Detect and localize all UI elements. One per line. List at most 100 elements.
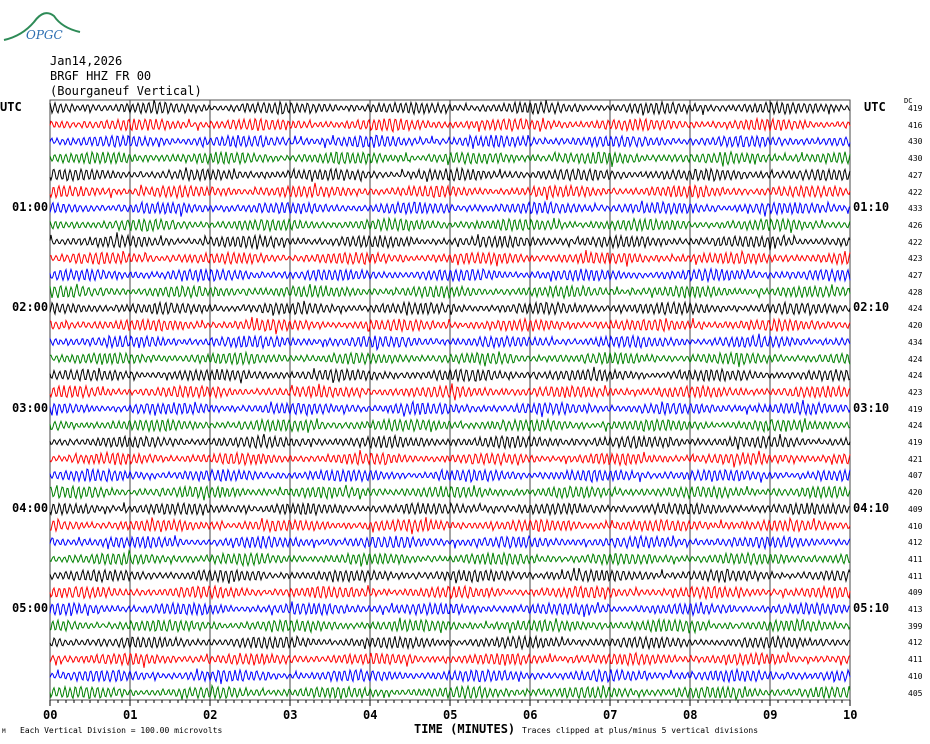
dc-offset: 411 — [908, 655, 923, 665]
seismic-trace — [49, 651, 851, 668]
dc-offset: 412 — [908, 538, 923, 548]
seismic-trace — [49, 683, 851, 702]
seismic-trace — [49, 249, 851, 267]
hour-label: 02:00 — [12, 300, 49, 315]
hour-label: 05:00 — [12, 601, 49, 615]
x-tick-label: 08 — [683, 708, 698, 722]
seismic-trace — [49, 417, 851, 434]
seismic-trace — [49, 200, 851, 217]
seismic-trace — [49, 266, 851, 284]
seismic-trace — [49, 484, 851, 501]
dc-offset: 420 — [908, 321, 923, 331]
dc-offset: 428 — [908, 287, 923, 297]
seismic-trace — [49, 333, 851, 352]
seismic-trace — [49, 549, 851, 568]
dc-offset: 419 — [908, 438, 923, 447]
dc-offset: 420 — [908, 488, 923, 498]
seismic-trace — [49, 567, 851, 584]
dc-offset: 421 — [908, 454, 923, 464]
seismic-trace — [49, 399, 851, 418]
hour-label: 04:00 — [12, 500, 49, 515]
x-tick-label: 00 — [43, 708, 58, 722]
dc-offset: 412 — [908, 638, 923, 648]
seismic-trace — [49, 166, 851, 183]
dc-title: DC — [904, 97, 913, 105]
x-tick-label: 05 — [443, 708, 458, 722]
hour-label-right: 01:10 — [853, 200, 890, 215]
corner-mark: M — [2, 728, 6, 735]
x-tick-label: 01 — [123, 708, 138, 722]
dc-offset: 411 — [908, 554, 923, 564]
dc-offset: 427 — [908, 271, 923, 280]
x-tick-label: 10 — [843, 708, 858, 722]
hour-label-right: 02:10 — [853, 300, 890, 315]
x-tick-label: 06 — [523, 708, 538, 722]
hour-label-right: 04:10 — [853, 500, 890, 515]
opgc-logo: OPGC — [2, 2, 82, 44]
hour-label: 01:00 — [12, 200, 49, 215]
dc-offset: 424 — [908, 421, 923, 431]
right-utc-title: UTC — [864, 100, 886, 114]
x-tick-label: 03 — [283, 708, 298, 722]
dc-offset: 427 — [908, 170, 923, 180]
location-label: (Bourganeuf Vertical) — [50, 84, 202, 98]
seismic-trace — [49, 99, 851, 116]
x-tick-label: 02 — [203, 708, 218, 722]
dc-offset: 416 — [908, 120, 923, 130]
dc-offset: 424 — [908, 371, 923, 381]
seismic-trace — [49, 116, 851, 134]
dc-offset: 422 — [908, 187, 923, 197]
scale-note: Each Vertical Division = 100.00 microvol… — [20, 726, 223, 735]
seismic-trace — [49, 449, 851, 468]
dc-offset: 407 — [908, 471, 923, 481]
dc-offset: 433 — [908, 204, 923, 214]
dc-offset: 419 — [908, 404, 923, 414]
seismic-trace — [49, 150, 851, 167]
dc-offset: 430 — [908, 137, 923, 147]
seismic-trace — [49, 350, 851, 368]
dc-offset: 426 — [908, 220, 923, 230]
seismic-trace — [49, 366, 851, 384]
seismic-trace — [49, 634, 851, 651]
seismic-trace — [49, 433, 851, 450]
dc-offset: 399 — [908, 621, 923, 631]
seismic-trace — [49, 133, 851, 149]
dc-offset: 422 — [908, 237, 923, 247]
seismic-trace — [49, 584, 851, 601]
seismic-trace — [49, 501, 851, 517]
seismic-trace — [49, 667, 851, 685]
x-tick-label: 07 — [603, 708, 618, 722]
seismic-trace — [49, 182, 851, 201]
seismic-trace — [49, 617, 851, 635]
seismic-trace — [49, 283, 851, 300]
x-tick-label: 09 — [763, 708, 778, 722]
seismic-trace — [49, 534, 851, 551]
dc-offset: 424 — [908, 304, 923, 314]
logo-text: OPGC — [26, 28, 63, 42]
x-axis-title: TIME (MINUTES) — [414, 722, 516, 736]
dc-offset: 430 — [908, 154, 923, 164]
dc-offset: 419 — [908, 104, 923, 113]
station-label: BRGF HHZ FR 00 — [50, 69, 152, 83]
seismic-trace — [49, 467, 851, 484]
seismic-trace — [49, 232, 851, 251]
dc-offset: 423 — [908, 387, 923, 397]
seismic-trace — [49, 516, 851, 535]
hour-label-right: 03:10 — [853, 400, 890, 415]
dc-offset: 423 — [908, 254, 923, 264]
dc-offset: 410 — [908, 671, 923, 681]
date-label: Jan14,2026 — [50, 54, 123, 68]
left-utc-title: UTC — [0, 100, 22, 114]
dc-offset: 424 — [908, 354, 923, 364]
dc-offset: 411 — [908, 571, 923, 581]
dc-offset: 409 — [908, 504, 923, 514]
seismic-trace — [49, 216, 851, 234]
dc-offset: 405 — [908, 688, 923, 698]
seismic-trace — [49, 601, 851, 618]
x-tick-label: 04 — [363, 708, 378, 722]
clip-note: Traces clipped at plus/minus 5 vertical … — [522, 726, 759, 735]
dc-offset: 409 — [908, 588, 923, 598]
seismic-trace — [49, 300, 851, 317]
seismic-trace — [49, 383, 851, 401]
